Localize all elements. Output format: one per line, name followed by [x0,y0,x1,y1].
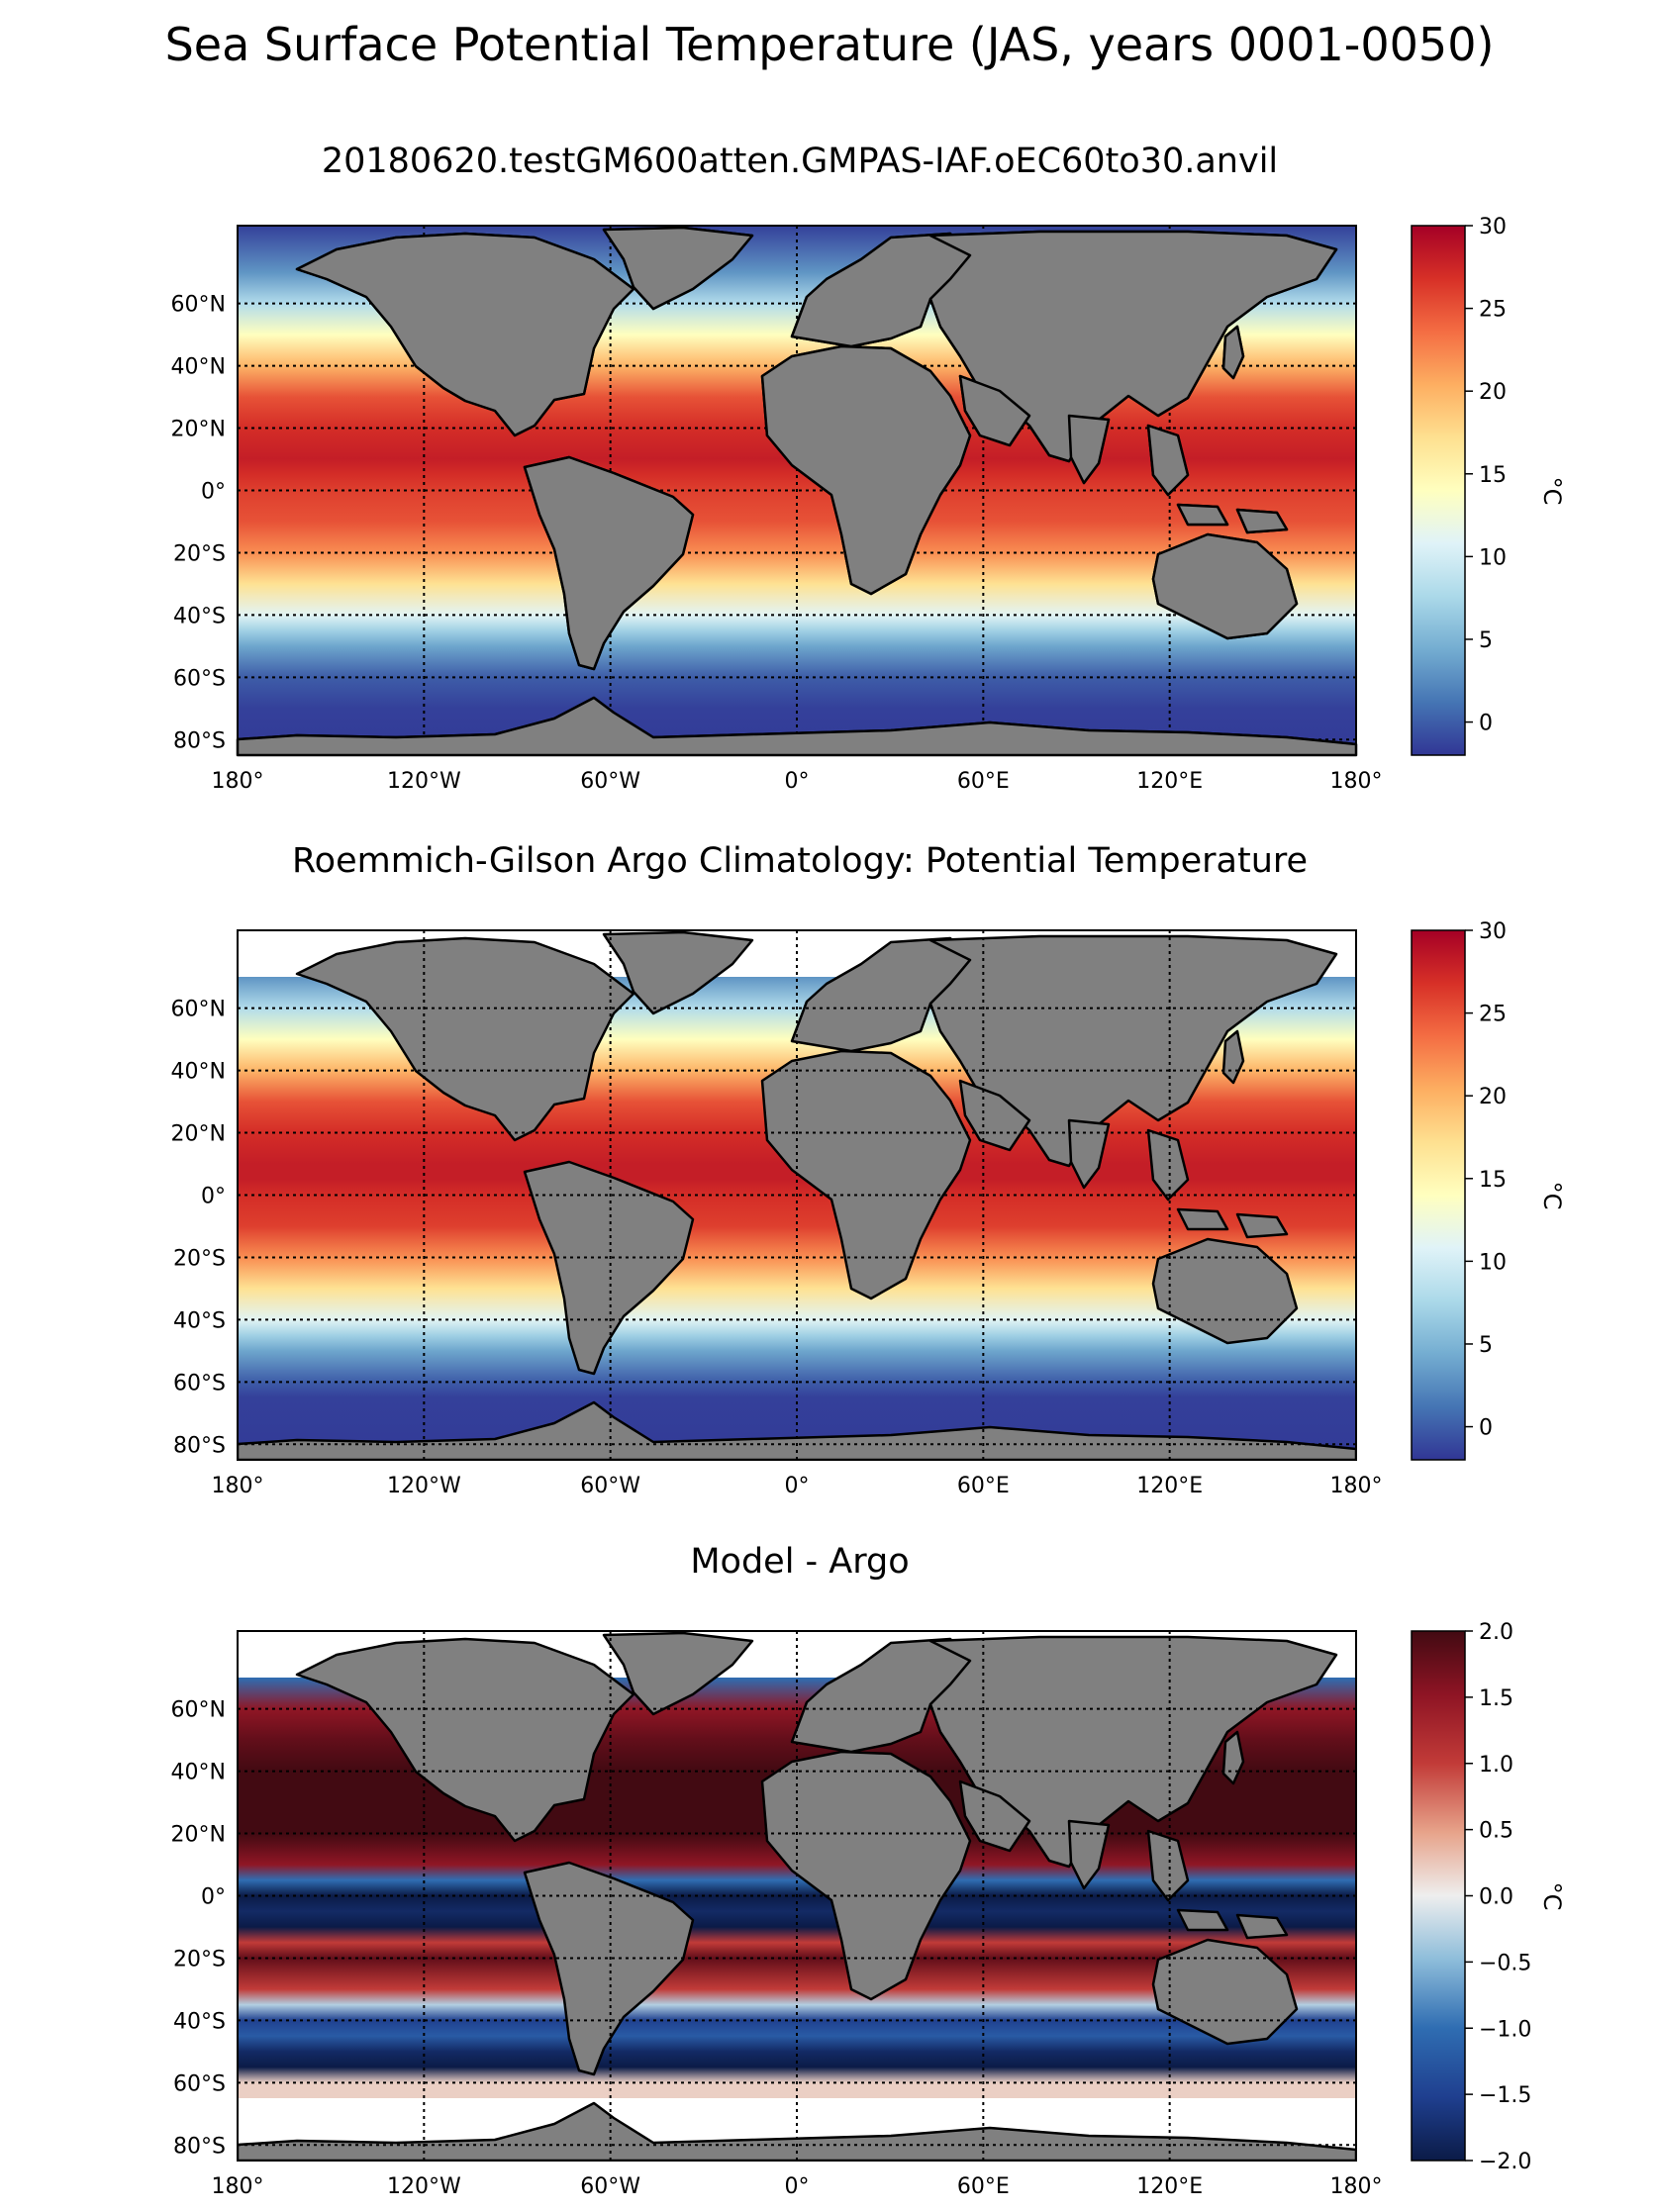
colorbar-tick-label: 0.5 [1479,1819,1513,1844]
colorbar-tick-label: 25 [1479,1003,1507,1027]
colorbar-tick-label: 0.0 [1479,1885,1513,1910]
colorbar-tick-label: 1.0 [1479,1753,1513,1778]
panel-3-axis-ticks: 180° 120°W 60°W 0° 60°E 120°E 180° 60°N 40°N 20°N… [171,1698,1383,2199]
y-tick-label: 0° [201,1185,226,1209]
panel-3-colorbar: 2.0 1.5 1.0 0.5 0.0 −0.5 −1.0 −1.5 −2.0 °C [1411,1620,1566,2174]
colorbar-label: °C [1538,477,1566,506]
x-tick-label: 180° [212,769,264,794]
y-tick-label: 20°N [171,1122,226,1147]
x-tick-label: 120°W [387,1474,461,1498]
colorbar [1411,929,1466,1461]
x-tick-label: 120°E [1136,1474,1203,1498]
colorbar [1411,225,1466,756]
x-tick-label: 180° [1330,2174,1383,2199]
x-tick-label: 180° [1330,769,1383,794]
colorbar-tick-label: 1.5 [1479,1686,1513,1711]
y-tick-label: 0° [201,480,226,505]
x-tick-label: 120°W [387,2174,461,2199]
y-tick-label: 60°N [171,998,226,1022]
x-tick-label: 120°E [1136,769,1203,794]
colorbar-tick-label: −1.0 [1479,2017,1531,2042]
y-tick-label: 60°S [173,666,226,691]
colorbar-tick-label: 15 [1479,1168,1507,1193]
panel-2-title: Roemmich-Gilson Argo Climatology: Potent… [291,841,1309,881]
panel-1-colorbar: 30 25 20 15 10 5 0 °C [1411,215,1566,756]
colorbar-tick-label: 20 [1479,380,1507,405]
colorbar-tick-label: 20 [1479,1085,1507,1109]
x-tick-label: 60°W [580,2174,640,2199]
colorbar-tick-label: 30 [1479,215,1507,240]
y-tick-label: 40°S [173,604,226,628]
colorbar-tick-label: 10 [1479,1250,1507,1275]
colorbar-tick-label: 5 [1479,628,1493,653]
y-tick-label: 80°S [173,728,226,753]
y-tick-label: 40°S [173,2009,226,2034]
gridlines [238,930,1356,1460]
colorbar-tick-label: 30 [1479,919,1507,944]
y-tick-label: 20°S [173,1947,226,1972]
panel-2-map [237,929,1357,1461]
y-tick-label: 20°S [173,541,226,566]
x-tick-label: 60°E [957,1474,1010,1498]
colorbar-label: °C [1538,1882,1566,1911]
gridlines [238,1631,1356,2161]
colorbar-tick-label: 5 [1479,1333,1493,1358]
colorbar-label: °C [1538,1182,1566,1210]
panel-1-axis-ticks: 180° 120°W 60°W 0° 60°E 120°E 180° 60°N 40°N 20°N… [171,293,1383,794]
y-tick-label: 20°N [171,418,226,442]
figure-title: Sea Surface Potential Temperature (JAS, … [164,18,1495,71]
y-tick-label: 60°S [173,2071,226,2096]
colorbar-tick-label: 0 [1479,1416,1493,1441]
x-tick-label: 0° [785,1474,810,1498]
y-tick-label: 80°S [173,1433,226,1458]
y-tick-label: 40°N [171,355,226,380]
x-tick-label: 120°W [387,769,461,794]
map-frame [237,1630,1357,2162]
panel-2-axis-ticks: 180° 120°W 60°W 0° 60°E 120°E 180° 60°N 40°N 20°N… [171,998,1383,1498]
x-tick-label: 120°E [1136,2174,1203,2199]
x-tick-label: 0° [785,2174,810,2199]
colorbar-tick-label: 10 [1479,545,1507,570]
y-tick-label: 20°N [171,1823,226,1848]
panel-3-title: Model - Argo [690,1542,910,1582]
colorbar-tick-label: 25 [1479,298,1507,323]
y-tick-label: 20°S [173,1246,226,1271]
x-tick-label: 0° [785,769,810,794]
colorbar-tick-label: 0 [1479,712,1493,736]
x-tick-label: 180° [212,2174,264,2199]
y-tick-label: 40°S [173,1308,226,1333]
x-tick-label: 180° [1330,1474,1383,1498]
colorbar-tick-label: −1.5 [1479,2083,1531,2108]
y-tick-label: 60°N [171,293,226,318]
y-tick-label: 40°N [171,1761,226,1785]
x-tick-label: 180° [212,1474,264,1498]
x-tick-label: 60°W [580,1474,640,1498]
y-tick-label: 60°N [171,1698,226,1723]
panel-2-colorbar: 30 25 20 15 10 5 0 °C [1411,919,1566,1461]
y-tick-label: 60°S [173,1371,226,1395]
colorbar [1411,1630,1466,2162]
y-tick-label: 0° [201,1885,226,1910]
y-tick-label: 80°S [173,2134,226,2159]
colorbar-tick-label: 2.0 [1479,1620,1513,1645]
panel-1-title: 20180620.testGM600atten.GMPAS-IAF.oEC60t… [321,142,1279,181]
x-tick-label: 60°E [957,2174,1010,2199]
x-tick-label: 60°W [580,769,640,794]
map-frame [237,929,1357,1461]
panel-3-map [237,1630,1357,2162]
y-tick-label: 40°N [171,1060,226,1085]
colorbar-tick-label: −2.0 [1479,2150,1531,2174]
colorbar-tick-label: −0.5 [1479,1951,1531,1975]
x-tick-label: 60°E [957,769,1010,794]
colorbar-tick-label: 15 [1479,463,1507,488]
